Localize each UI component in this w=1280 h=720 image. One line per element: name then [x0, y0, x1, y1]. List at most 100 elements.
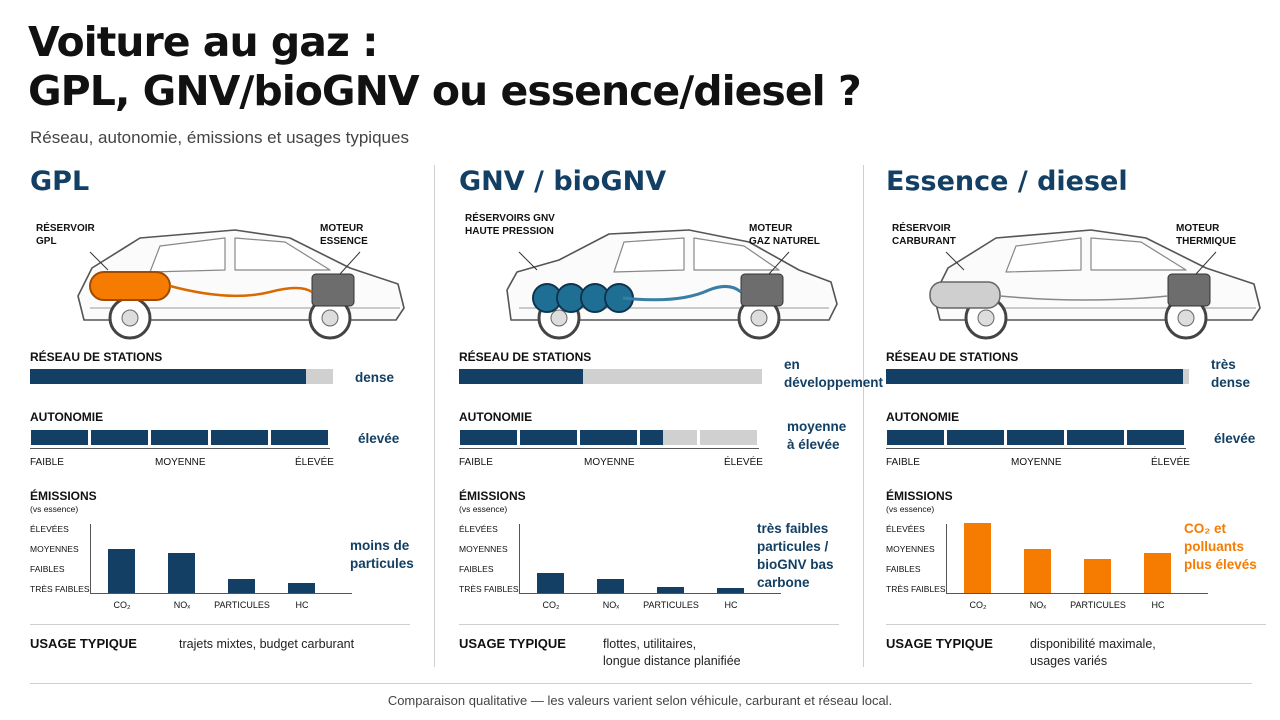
usage-text: disponibilité maximale, usages variés — [1030, 636, 1156, 670]
column-divider — [863, 165, 864, 667]
emissions-bar — [168, 553, 195, 593]
autonomy-segment — [1127, 430, 1184, 445]
network-bar-fill — [30, 369, 306, 384]
autonomy-segment — [271, 430, 328, 445]
network-heading: RÉSEAU DE STATIONS — [30, 350, 163, 364]
tank-label-line: RÉSERVOIR — [892, 223, 951, 234]
network-value-line: dense — [355, 370, 395, 385]
emissions-bar — [1024, 549, 1051, 593]
emissions-bar — [537, 573, 564, 593]
column-2: GNV / bioGNV RÉSERVOIRS GNV HAUTE PRESSION… — [459, 160, 883, 670]
autonomy-segment — [887, 430, 944, 445]
grey-fuel-tank — [929, 281, 1001, 309]
tank-label-line: GPL — [36, 236, 57, 247]
emissions-heading: ÉMISSIONS — [30, 489, 97, 503]
emissions-pollutant-label: PARTICULES — [643, 600, 699, 610]
emissions-heading: ÉMISSIONS — [459, 489, 526, 503]
autonomy-value-line: élevée — [358, 431, 400, 446]
network-value: dense — [355, 369, 394, 387]
autonomy-value: moyenne à élevée — [787, 418, 846, 454]
usage-heading: USAGE TYPIQUE — [30, 636, 137, 651]
network-heading: RÉSEAU DE STATIONS — [459, 350, 592, 364]
autonomy-segment — [947, 430, 1004, 445]
network-heading: RÉSEAU DE STATIONS — [886, 350, 1019, 364]
emissions-subheading: (vs essence) — [459, 504, 508, 514]
emissions-level-label: TRÈS FAIBLES — [886, 584, 946, 594]
autonomy-scale-label: MOYENNE — [155, 457, 206, 468]
emissions-axis — [519, 524, 520, 594]
emissions-bar — [1144, 553, 1171, 593]
engine-label-line: THERMIQUE — [1176, 236, 1236, 247]
autonomy-segment — [1067, 430, 1124, 445]
emissions-baseline — [946, 593, 1208, 594]
tank-label-line: CARBURANT — [892, 236, 956, 247]
autonomy-heading: AUTONOMIE — [30, 410, 104, 424]
emissions-value: moins de particules — [350, 537, 414, 573]
autonomy-value-line: élevée — [1214, 431, 1256, 446]
network-value-line: très — [1211, 357, 1236, 372]
emissions-bar — [1084, 559, 1111, 593]
emissions-subheading: (vs essence) — [30, 504, 79, 514]
emissions-value: très faibles particules / bioGNV bas carbon… — [757, 520, 834, 592]
gnv-car-icon — [506, 229, 838, 340]
car-illustration — [886, 212, 1280, 342]
emissions-pollutant-label: HC — [295, 600, 309, 610]
emissions-pollutant-label: NOₓ — [173, 600, 191, 610]
emissions-pollutant-label: HC — [724, 600, 738, 610]
emissions-value-line: très faibles — [757, 521, 829, 536]
autonomy-segment — [520, 430, 577, 445]
emissions-pollutant-label: PARTICULES — [1070, 600, 1126, 610]
emissions-bar — [657, 587, 684, 593]
autonomy-value: élevée — [1214, 430, 1255, 448]
emissions-bar — [717, 588, 744, 593]
autonomy-axis — [30, 448, 330, 449]
autonomy-scale-label: FAIBLE — [459, 457, 493, 468]
emissions-level-label: ÉLEVÉES — [30, 524, 69, 534]
autonomy-segment — [151, 430, 208, 445]
usage-heading: USAGE TYPIQUE — [459, 636, 566, 651]
autonomy-scale-label: ÉLEVÉE — [724, 457, 763, 468]
engine-label: MOTEUR ESSENCE — [320, 222, 368, 248]
emissions-pollutant-label: CO₂ — [542, 600, 560, 610]
footer-divider — [30, 683, 1252, 684]
autonomy-segment — [640, 430, 697, 445]
autonomy-value-line: moyenne — [787, 419, 847, 434]
autonomy-segment — [211, 430, 268, 445]
emissions-level-label: MOYENNES — [886, 544, 935, 554]
autonomy-scale-label: FAIBLE — [886, 457, 920, 468]
autonomy-segment — [460, 430, 517, 445]
usage-text-line: disponibilité maximale, — [1030, 637, 1156, 651]
engine-label-line: MOTEUR — [749, 223, 793, 234]
autonomy-value: élevée — [358, 430, 399, 448]
emissions-level-label: FAIBLES — [886, 564, 921, 574]
column-3: Essence / diesel RÉSERVOIR CARBURANT MOTEUR… — [886, 160, 1280, 670]
emissions-value-line: CO₂ et — [1184, 521, 1227, 536]
car-illustration — [459, 212, 859, 342]
usage-text: flottes, utilitaires, longue distance pla… — [603, 636, 741, 670]
usage-text-line: longue distance planifiée — [603, 654, 741, 668]
network-bar-fill — [459, 369, 584, 384]
emissions-level-label: FAIBLES — [30, 564, 65, 574]
network-bar-fill — [886, 369, 1183, 384]
usage-text-line: flottes, utilitaires, — [603, 637, 697, 651]
tank-label: RÉSERVOIR GPL — [36, 222, 95, 248]
autonomy-segment — [91, 430, 148, 445]
title-line-2: GPL, GNV/bioGNV ou essence/diesel ? — [28, 67, 862, 115]
autonomy-segment — [700, 430, 757, 445]
network-bar — [459, 369, 762, 384]
autonomy-heading: AUTONOMIE — [459, 410, 533, 424]
column-divider — [434, 165, 435, 667]
emissions-bar — [108, 549, 135, 593]
engine-label: MOTEUR GAZ NATUREL — [749, 222, 820, 248]
emissions-bar — [288, 583, 315, 593]
car-illustration — [30, 212, 430, 342]
petrol-car-icon — [929, 229, 1261, 340]
column-title: GNV / bioGNV — [459, 166, 667, 197]
emissions-heading: ÉMISSIONS — [886, 489, 953, 503]
emissions-level-label: FAIBLES — [459, 564, 494, 574]
column-1: GPL RÉSERVOIR GPL MOTEUR ESSENCE RÉSEAU DE ST… — [30, 160, 430, 670]
tank-label-line: HAUTE PRESSION — [465, 226, 554, 237]
gpl-car-icon — [77, 229, 405, 340]
network-value-line: développement — [784, 375, 884, 390]
network-bar — [30, 369, 333, 384]
